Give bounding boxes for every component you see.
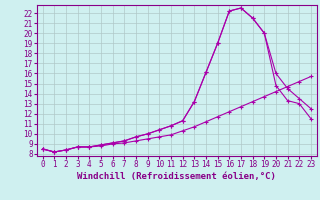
X-axis label: Windchill (Refroidissement éolien,°C): Windchill (Refroidissement éolien,°C)	[77, 172, 276, 181]
